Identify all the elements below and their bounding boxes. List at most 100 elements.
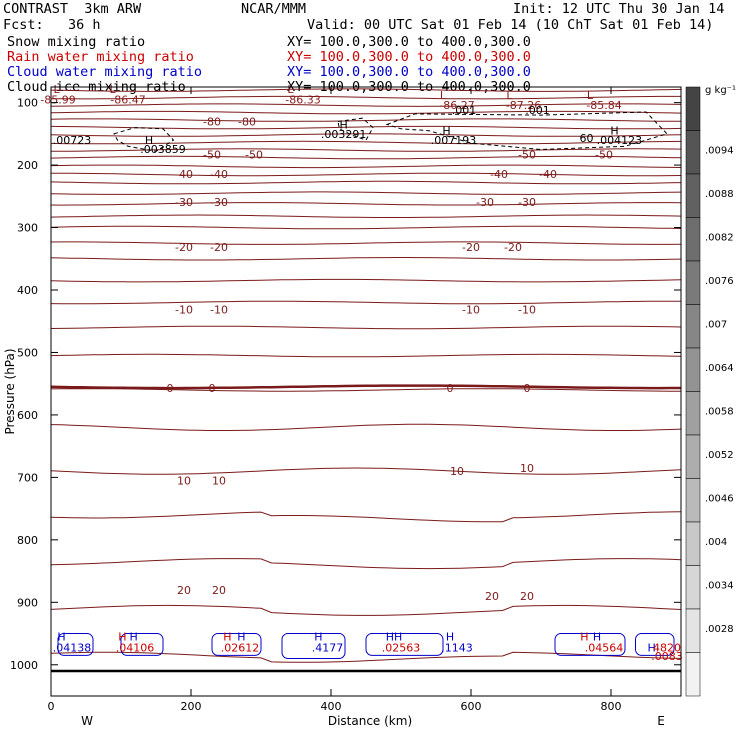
- isotherm-label: 0: [209, 382, 216, 395]
- isotherm-line: [50, 511, 682, 523]
- extremum-label: L: [54, 83, 61, 96]
- isotherm-label: 20: [485, 590, 499, 603]
- isotherm-line: [50, 225, 682, 230]
- cloud-water-contour: [281, 633, 346, 660]
- extremum-label: .4177: [312, 641, 344, 654]
- init-time: Init: 12 UTC Thu 30 Jan 14: [513, 1, 725, 17]
- isotherm-line: [50, 241, 682, 245]
- x-tick-label: 400: [321, 700, 342, 713]
- isotherm-label: -50: [518, 148, 536, 161]
- colorbar-label: .0046: [705, 493, 734, 504]
- east-label: E: [657, 714, 665, 728]
- extremum-label: H: [610, 125, 618, 138]
- colorbar-label: .0052: [705, 450, 734, 461]
- y-tick-label: 400: [17, 284, 38, 297]
- isotherm-label: 0: [167, 382, 174, 395]
- isotherm-line: [50, 180, 682, 185]
- extremum-label: .04138: [53, 641, 92, 654]
- colorbar-label: .007: [705, 319, 727, 330]
- x-tick-label: 0: [48, 700, 55, 713]
- y-tick-label: 600: [17, 409, 38, 422]
- isotherm-label: -40: [175, 168, 193, 181]
- colorbar-swatch: [685, 304, 701, 349]
- colorbar-label: .0094: [705, 145, 734, 156]
- contour-lines: [50, 88, 682, 673]
- forecast-hour: Fcst: 36 h: [3, 17, 101, 33]
- isotherm-line: [50, 103, 682, 107]
- colorbar: g kg⁻¹ .0094 .0088 .0082 .0076 .007 .0064 .0058…: [685, 85, 736, 697]
- isotherm-line: [51, 148, 682, 152]
- extremum-label: L: [506, 89, 513, 102]
- colorbar-unit: g kg⁻¹: [705, 85, 736, 96]
- extremum-label: .04564: [585, 641, 624, 654]
- extremum-label: -87.26: [506, 99, 541, 112]
- west-label: W: [81, 714, 93, 728]
- isotherm-label: -30: [476, 196, 494, 209]
- isotherm-line: [50, 155, 682, 160]
- cloud-water-contour: [554, 633, 626, 656]
- isotherm-line: [50, 558, 682, 570]
- isotherm-label: -20: [175, 241, 193, 254]
- cloud-ice-contour: [385, 111, 668, 151]
- colorbar-swatch: [685, 347, 701, 392]
- extremum-label: .04106: [116, 641, 155, 654]
- cloud-water-contour: [365, 633, 444, 656]
- isotherm-label: -80: [203, 115, 221, 128]
- colorbar-swatch: [685, 608, 701, 653]
- extremum-label: L: [587, 89, 594, 102]
- isotherm-label: 0: [524, 382, 531, 395]
- isotherm-label: -10: [210, 303, 228, 316]
- isotherm-label: 20: [212, 584, 226, 597]
- extremum-label: L: [110, 83, 117, 96]
- isotherm-line: [50, 133, 682, 137]
- extremum-label: -85.84: [586, 99, 621, 112]
- isotherm-label: 20: [520, 590, 534, 603]
- extremum-label: L: [287, 83, 294, 96]
- y-tick-label: 800: [17, 534, 38, 547]
- colorbar-swatch: [685, 434, 701, 479]
- y-tick-label: 1000: [10, 659, 38, 672]
- colorbar-label: .004: [705, 537, 727, 548]
- colorbar-swatch: [685, 521, 701, 566]
- isotherm-label: -20: [462, 241, 480, 254]
- valid-time: Valid: 00 UTC Sat 01 Feb 14 (10 ChT Sat …: [307, 17, 714, 33]
- cloud-water-contour: [120, 633, 164, 656]
- extremum-label: H: [593, 631, 601, 644]
- isotherm-line: [50, 88, 682, 92]
- extremum-label: H: [118, 631, 126, 644]
- isotherm-label: 0: [447, 382, 454, 395]
- isotherm-label: 10: [450, 465, 464, 478]
- colorbar-label: .0064: [705, 363, 734, 374]
- isotherm-label: -20: [504, 241, 522, 254]
- isotherm-line: [50, 651, 682, 663]
- isotherm-line: [50, 164, 682, 169]
- extremum-label: .02612: [221, 641, 260, 654]
- isotherm-line: [50, 278, 682, 283]
- colorbar-swatch: [685, 217, 701, 262]
- extremum-label: .001: [525, 104, 550, 117]
- isotherm-label: -10: [462, 303, 480, 316]
- isotherm-label: -10: [518, 303, 536, 316]
- extremum-label: .0083: [651, 650, 683, 663]
- isotherm-label: -40: [490, 168, 508, 181]
- y-tick-label: 100: [17, 97, 38, 110]
- x-tick-label: 200: [181, 700, 202, 713]
- colorbar-swatch: [685, 652, 701, 697]
- isotherm-line: [50, 214, 682, 218]
- extremum-label: 60: [580, 132, 594, 145]
- extremum-label: .001: [452, 104, 477, 117]
- extremum-label: .1143: [441, 641, 473, 654]
- extremum-label: H: [129, 631, 137, 644]
- extremum-label: H: [223, 631, 231, 644]
- extremum-label: .00723: [53, 134, 92, 147]
- x-tick-label: 600: [461, 700, 482, 713]
- isotherm-line: [50, 202, 682, 206]
- extremum-label: .004123: [597, 134, 643, 147]
- isotherm-label: -50: [595, 148, 613, 161]
- cloud-ice-contour: [337, 117, 374, 141]
- isotherm-label: -30: [210, 196, 228, 209]
- isotherm-line: [50, 388, 681, 392]
- isotherm-label: -30: [518, 196, 536, 209]
- extremum-label: H: [145, 134, 153, 147]
- field-rain-name: Rain water mixing ratio: [7, 49, 194, 65]
